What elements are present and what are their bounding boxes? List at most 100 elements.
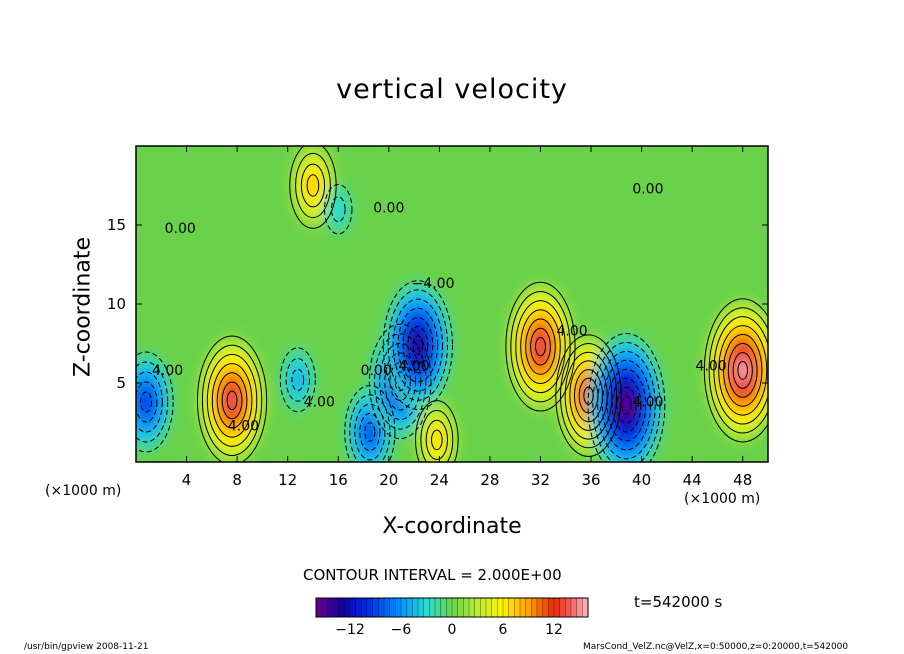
y-axis-label: Z-coordinate	[70, 237, 96, 377]
contour-interval-label: CONTOUR INTERVAL = 2.000E+00	[303, 566, 562, 584]
x-tick-label: 16	[329, 471, 348, 489]
contour-line	[291, 368, 305, 392]
contour-label: 4.00	[228, 418, 259, 434]
contour-line	[407, 326, 429, 364]
contour-line	[530, 327, 551, 366]
contour-line	[431, 429, 443, 451]
contour-line	[718, 325, 768, 416]
contour-line	[573, 369, 604, 423]
colorbar-segment	[508, 597, 515, 618]
contour-line	[136, 371, 163, 433]
colorbar-tick-label: −6	[391, 622, 412, 638]
field-blob	[535, 337, 546, 356]
colorbar-tick-label: 12	[545, 622, 563, 638]
colorbar-segment	[491, 597, 498, 618]
colorbar-segment	[531, 597, 538, 618]
contour-line	[737, 360, 749, 380]
colorbar-segment	[332, 597, 340, 618]
colorbar-segment	[338, 597, 345, 618]
x-tick-label: 48	[733, 471, 752, 489]
colorbar-tick-label: 6	[499, 622, 508, 638]
contour-line	[592, 341, 661, 462]
contour-line	[621, 395, 632, 415]
x-axis-label: X-coordinate	[382, 514, 522, 539]
colorbar-segment	[576, 597, 583, 618]
contour-label: 4.00	[304, 395, 335, 411]
contour-line	[201, 344, 263, 457]
chart-title: vertical velocity	[336, 74, 568, 105]
contour-line	[510, 290, 571, 403]
colorbar-segment	[372, 597, 379, 618]
contour-line	[520, 309, 561, 384]
x-tick-label: 4	[182, 471, 192, 489]
contour-line	[415, 400, 459, 462]
field-blob	[331, 196, 346, 222]
colorbar-segment	[497, 597, 504, 618]
field-blob	[412, 335, 423, 355]
contour-line	[394, 371, 406, 392]
contour-label: 4.00	[398, 358, 429, 374]
contour-line	[564, 351, 613, 440]
contour-line	[140, 391, 153, 413]
contour-line	[412, 335, 424, 355]
colorbar-segment	[395, 597, 402, 618]
contour-line	[384, 352, 417, 411]
footer-file-info: MarsCond_VelZ.nc@VelZ,x=0:50000,z=0:2000…	[583, 642, 849, 652]
contour-line	[289, 146, 337, 229]
contour-line	[601, 359, 651, 451]
contour-line	[535, 336, 546, 357]
x-tick-label: 44	[683, 471, 702, 489]
contour-line	[136, 381, 158, 423]
colorbar-segment	[406, 597, 413, 618]
field-blob	[227, 391, 238, 410]
colorbar-segment	[582, 597, 589, 618]
colorbar-segment	[502, 597, 510, 618]
contour-line	[525, 318, 556, 375]
field-blob	[140, 391, 152, 412]
colorbar-segment	[468, 597, 476, 618]
field-blob	[737, 361, 748, 380]
contour-line	[425, 419, 448, 460]
contour-line	[226, 390, 238, 411]
colorbar-segment	[349, 597, 357, 618]
colorbar-segment	[423, 597, 430, 618]
contour-label: 4.00	[696, 358, 727, 374]
contour-label: −4.00	[412, 276, 455, 292]
y-tick-label: 10	[107, 295, 126, 313]
x-tick-label: 28	[480, 471, 499, 489]
x-tick-label: 24	[430, 471, 449, 489]
colorbar-segment	[457, 597, 464, 618]
colorbar-segment	[429, 597, 436, 618]
contour-label: 0.00	[361, 363, 392, 379]
contour-line	[306, 174, 320, 197]
contour-line	[402, 316, 434, 374]
colorbar-segment	[378, 597, 385, 618]
contour-line	[732, 351, 753, 389]
colorbar-segment	[514, 597, 521, 618]
footer-program-info: /usr/bin/gpview 2008-11-21	[24, 642, 149, 652]
contour-line	[420, 409, 454, 462]
x-tick-label: 40	[632, 471, 651, 489]
field-blob	[307, 174, 319, 197]
colorbar-segment	[548, 597, 555, 618]
colorbar-segment	[559, 597, 566, 618]
contour-label: 0.00	[373, 200, 404, 216]
colorbar-segment	[344, 597, 351, 618]
field-blob	[291, 369, 304, 391]
contour-line	[136, 361, 169, 443]
contour-line	[349, 394, 391, 462]
contour-line	[713, 316, 768, 425]
colorbar-frame	[315, 597, 589, 618]
contour-line	[285, 358, 310, 402]
colorbar-segment	[389, 597, 396, 618]
colorbar-segment	[361, 597, 368, 618]
field-blob	[621, 396, 632, 415]
y-tick-label: 15	[107, 216, 126, 234]
contour-line	[211, 363, 253, 438]
contour-line	[136, 351, 174, 453]
contour-line	[221, 381, 243, 420]
contour-label: 4.00	[556, 324, 587, 340]
contour-line	[354, 403, 386, 461]
colorbar-segment	[451, 597, 459, 618]
